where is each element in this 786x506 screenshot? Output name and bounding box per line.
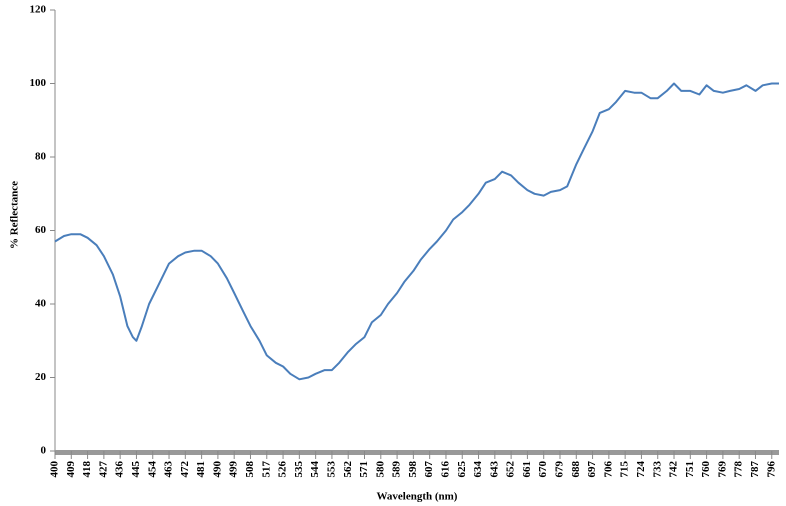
y-tick-label: 40 — [35, 298, 47, 310]
x-tick-label: 652 — [505, 461, 517, 478]
x-tick-label: 724 — [635, 461, 647, 478]
x-tick-label: 598 — [407, 461, 419, 478]
data-line — [54, 82, 779, 381]
y-tick-label: 0 — [41, 445, 47, 457]
x-tick-label: 481 — [195, 461, 207, 478]
x-tick-label: 643 — [488, 461, 500, 478]
y-tick-label: 100 — [30, 77, 47, 89]
x-tick-label: 625 — [456, 461, 468, 478]
y-axis-title: % Reflectance — [9, 181, 21, 249]
x-tick-label: 544 — [309, 461, 321, 478]
x-tick-label: 796 — [765, 461, 777, 478]
y-tick-label: 60 — [35, 224, 47, 236]
x-tick-label: 679 — [554, 461, 566, 478]
x-tick-label: 472 — [179, 461, 191, 478]
y-tick-label: 80 — [35, 151, 47, 163]
x-tick-label: 445 — [130, 461, 142, 478]
x-tick-label: 499 — [228, 461, 240, 478]
x-tick-label: 436 — [114, 461, 126, 478]
x-tick-label: 517 — [260, 461, 272, 478]
x-tick-label: 733 — [651, 461, 663, 478]
x-tick-label: 562 — [342, 461, 354, 478]
x-tick-label: 571 — [358, 461, 370, 478]
x-tick-label: 697 — [586, 461, 598, 478]
x-tick-label: 778 — [733, 461, 745, 478]
x-tick-label: 751 — [684, 461, 696, 478]
x-tick-label: 607 — [423, 461, 435, 478]
x-tick-label: 688 — [570, 461, 582, 478]
y-tick-label: 20 — [35, 371, 47, 383]
x-tick-label: 589 — [391, 461, 403, 478]
x-tick-label: 508 — [244, 461, 256, 478]
x-tick-label: 787 — [749, 461, 761, 478]
x-tick-label: 535 — [293, 461, 305, 478]
x-axis-title: Wavelength (nm) — [377, 491, 458, 503]
x-tick-label: 580 — [374, 461, 386, 478]
x-tick-label: 742 — [668, 461, 680, 478]
x-axis — [55, 450, 779, 455]
x-tick-label: 409 — [65, 461, 77, 478]
x-tick-label: 670 — [537, 461, 549, 478]
x-tick-label: 400 — [49, 461, 61, 478]
x-tick-label: 418 — [81, 461, 93, 478]
x-tick-label: 706 — [602, 461, 614, 478]
x-tick-label: 760 — [700, 461, 712, 478]
x-tick-label: 427 — [97, 461, 109, 478]
y-tick-label: 120 — [30, 4, 47, 16]
x-tick-label: 769 — [716, 461, 728, 478]
x-tick-label: 634 — [472, 461, 484, 478]
x-tick-label: 526 — [277, 461, 289, 478]
x-tick-label: 463 — [163, 461, 175, 478]
x-tick-label: 661 — [521, 461, 533, 478]
x-tick-label: 490 — [211, 461, 223, 478]
x-tick-label: 616 — [439, 461, 451, 478]
x-tick-label: 553 — [325, 461, 337, 478]
x-tick-label: 715 — [619, 461, 631, 478]
x-tick-label: 454 — [146, 461, 158, 478]
